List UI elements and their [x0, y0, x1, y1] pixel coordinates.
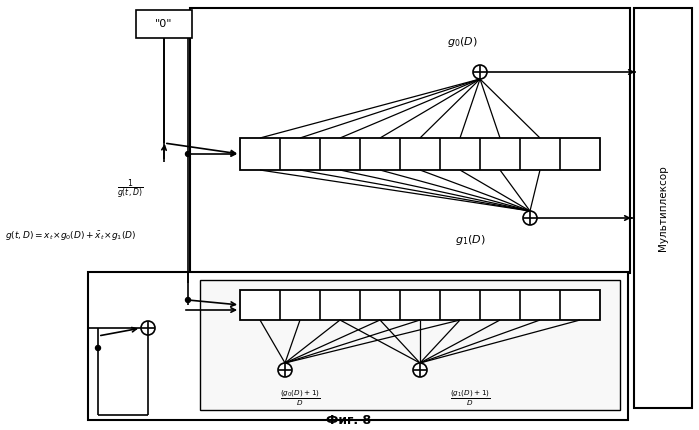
- Bar: [136, 10, 192, 38]
- Bar: [634, 8, 692, 408]
- Text: $g_0(D)$: $g_0(D)$: [447, 35, 477, 49]
- Circle shape: [473, 65, 487, 79]
- Text: $\frac{(g_1(D)+1)}{D}$: $\frac{(g_1(D)+1)}{D}$: [449, 388, 490, 408]
- Bar: [240, 290, 600, 320]
- Text: $\frac{1}{g(t,D)}$: $\frac{1}{g(t,D)}$: [117, 178, 143, 202]
- Text: "0": "0": [155, 19, 173, 29]
- Bar: [240, 138, 600, 170]
- Bar: [190, 8, 630, 273]
- Text: Фиг. 8: Фиг. 8: [326, 414, 372, 427]
- Text: $g_1(D)$: $g_1(D)$: [454, 233, 485, 247]
- Circle shape: [141, 321, 155, 335]
- Circle shape: [278, 363, 292, 377]
- Circle shape: [96, 345, 101, 350]
- Circle shape: [523, 211, 537, 225]
- Circle shape: [413, 363, 427, 377]
- Circle shape: [185, 298, 191, 302]
- Text: $\frac{(g_0(D)+1)}{D}$: $\frac{(g_0(D)+1)}{D}$: [280, 388, 320, 408]
- Bar: [88, 272, 628, 420]
- Bar: [200, 280, 620, 410]
- Circle shape: [185, 151, 191, 157]
- Text: $g(t,D)=x_t\!\times\!g_0(D)+\bar{x}_t\!\times\!g_1(D)$: $g(t,D)=x_t\!\times\!g_0(D)+\bar{x}_t\!\…: [5, 228, 136, 242]
- Text: Мультиплексор: Мультиплексор: [658, 165, 668, 251]
